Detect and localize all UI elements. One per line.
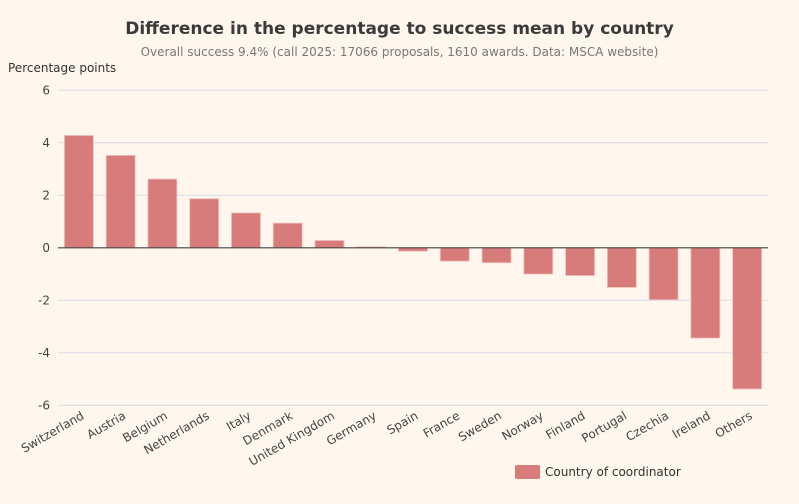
bar-portugal[interactable]: [606, 247, 637, 288]
bar-belgium[interactable]: [147, 178, 178, 249]
chart-subtitle: Overall success 9.4% (call 2025: 17066 p…: [141, 45, 659, 59]
y-tick-label: 4: [42, 136, 50, 150]
legend-swatch: [515, 465, 540, 479]
x-tick-label: Sweden: [456, 408, 504, 444]
y-tick-label: -4: [38, 346, 50, 360]
legend-label: Country of coordinator: [545, 465, 681, 479]
bar-denmark[interactable]: [272, 222, 303, 249]
bar-others[interactable]: [732, 247, 763, 390]
x-tick-label: Others: [713, 408, 755, 440]
y-axis-label: Percentage points: [8, 61, 116, 75]
bar-austria[interactable]: [105, 154, 136, 249]
bar-united-kingdom[interactable]: [314, 240, 345, 249]
bar-finland[interactable]: [565, 247, 595, 277]
y-tick-label: -2: [38, 293, 50, 307]
bar-ireland[interactable]: [690, 247, 721, 339]
legend[interactable]: Country of coordinator: [515, 465, 681, 479]
bar-czechia[interactable]: [648, 247, 679, 301]
x-tick-label: Spain: [384, 408, 420, 437]
x-tick-label: Portugal: [579, 408, 629, 445]
x-tick-label: France: [421, 408, 463, 440]
chart-title: Difference in the percentage to success …: [125, 19, 674, 39]
bar-italy[interactable]: [231, 212, 261, 249]
bar-netherlands[interactable]: [189, 198, 220, 249]
x-tick-label: Norway: [499, 408, 545, 443]
y-tick-label: -6: [38, 398, 50, 412]
bar-switzerland[interactable]: [63, 135, 94, 249]
x-tick-label: Ireland: [670, 408, 713, 441]
bar-norway[interactable]: [523, 247, 554, 275]
x-tick-label: Czechia: [623, 408, 671, 444]
y-tick-label: 2: [42, 188, 50, 202]
bar-sweden[interactable]: [481, 247, 512, 264]
y-tick-label: 6: [42, 83, 50, 97]
x-tick-label: Switzerland: [19, 408, 87, 455]
bar-france[interactable]: [439, 247, 470, 262]
y-tick-label: 0: [42, 241, 50, 255]
x-tick-label: Italy: [224, 408, 254, 433]
